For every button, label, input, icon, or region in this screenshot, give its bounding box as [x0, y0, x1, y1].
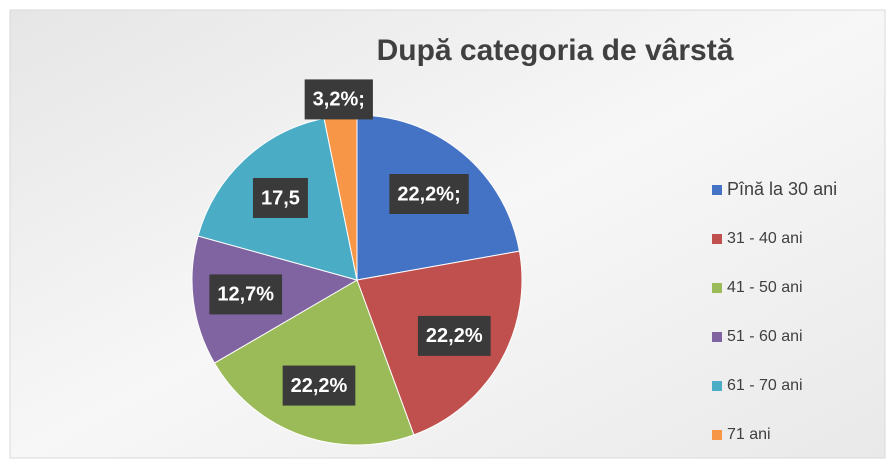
legend-label: 61 - 70 ani: [727, 377, 803, 394]
data-label: 17,5: [261, 187, 300, 209]
legend-label: 51 - 60 ani: [727, 328, 803, 345]
legend-swatch: [712, 283, 722, 293]
data-label: 3,2%;: [313, 89, 365, 111]
data-label-box: [252, 177, 308, 218]
legend-swatch: [712, 185, 722, 195]
legend-swatch: [712, 381, 722, 391]
legend-swatch: [712, 332, 722, 342]
data-label: 12,7%: [217, 284, 274, 306]
legend-label: 31 - 40 ani: [727, 230, 803, 247]
pie-slice: [213, 279, 415, 446]
data-label: 22,2%;: [397, 183, 460, 205]
data-label-box: [209, 274, 283, 315]
legend-swatch: [712, 430, 722, 440]
data-label: 22,2%: [426, 325, 483, 347]
legend-swatch: [712, 234, 722, 244]
data-label-box: [282, 365, 356, 406]
data-label: 22,2%: [291, 375, 348, 397]
data-label-box: [417, 315, 491, 356]
chart-title: După categoria de vârstă: [377, 34, 734, 67]
legend-label: 71 ani: [727, 426, 771, 443]
data-label-box: [304, 79, 373, 120]
legend-label: 41 - 50 ani: [727, 279, 803, 296]
legend-label: Pînă la 30 ani: [727, 179, 837, 199]
data-label-box: [389, 173, 469, 214]
